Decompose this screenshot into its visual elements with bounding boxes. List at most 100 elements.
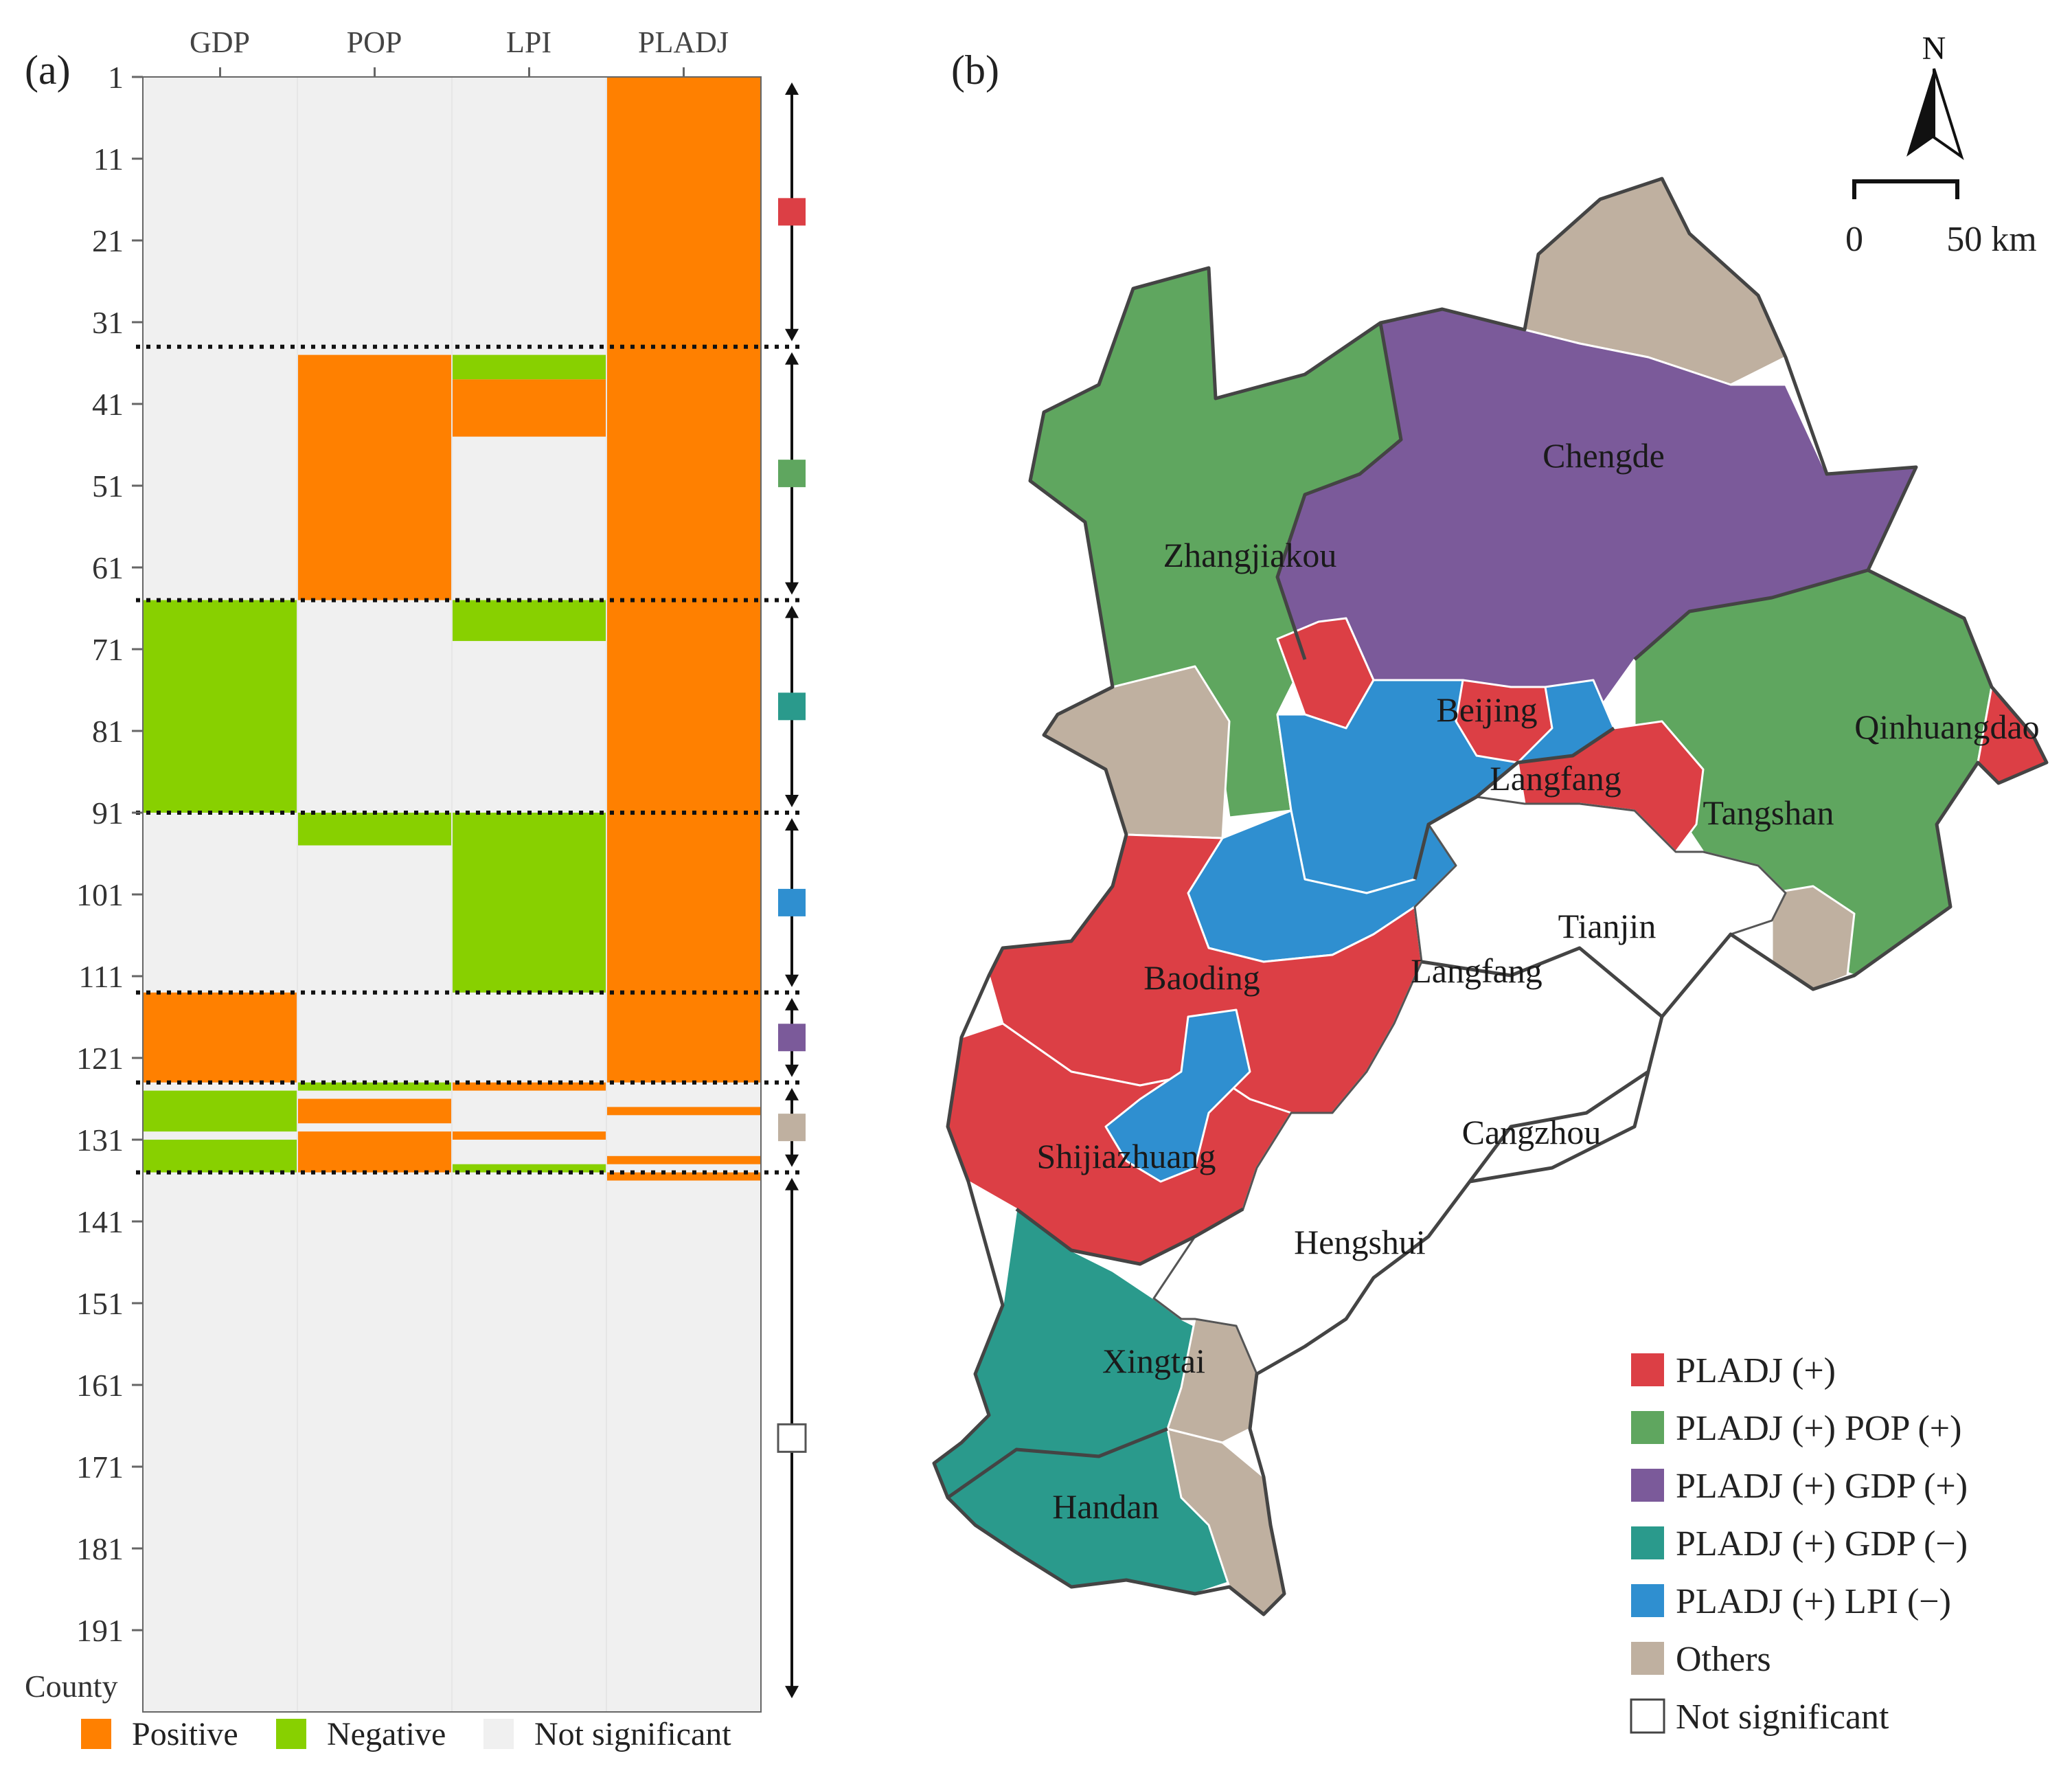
- row-tick-label: 71: [92, 632, 124, 667]
- row-tick-label: 151: [76, 1286, 124, 1321]
- group-arrow-up-icon: [785, 605, 799, 618]
- heatmap-cell-pladj: [606, 1172, 761, 1181]
- group-arrow-up-icon: [785, 997, 799, 1011]
- city-label-handan: Handan: [1052, 1487, 1159, 1526]
- map-legend-swatch-pladj-gdp-pos: [1631, 1469, 1664, 1502]
- legend-label-positive: Positive: [132, 1716, 238, 1752]
- city-label-langfang-south: Langfang: [1411, 951, 1542, 990]
- row-tick-label: 41: [92, 387, 124, 422]
- heatmap-cell-gdp: [143, 992, 297, 1083]
- city-label-langfang-north: Langfang: [1490, 759, 1621, 798]
- heatmap-cell-lpi: [452, 1082, 606, 1091]
- region-shijiazhuang-blue: [1104, 1008, 1251, 1183]
- column-label-pop: POP: [347, 25, 402, 59]
- map-legend-swatch-pladj: [1631, 1353, 1664, 1386]
- heatmap-legend: Positive Negative Not significant: [81, 1716, 731, 1752]
- group-arrow-down-icon: [785, 1154, 799, 1167]
- scale-bar: 0 50 km: [1845, 179, 2037, 259]
- heatmap-cell-pop: [297, 1082, 452, 1091]
- map-legend: PLADJ (+) PLADJ (+) POP (+) PLADJ (+) GD…: [1630, 1351, 1968, 1737]
- group-arrow-down-icon: [785, 328, 799, 341]
- map-legend-label-pladj: PLADJ (+): [1676, 1351, 1836, 1390]
- row-tick-label: 141: [76, 1204, 124, 1239]
- city-labels: Chengde Zhangjiakou Beijing Langfang Qin…: [1036, 436, 2039, 1526]
- y-axis-title: County: [25, 1669, 117, 1704]
- row-tick-label: 111: [78, 959, 124, 994]
- panel-a-heatmap: (a) GDP POP LPI PLADJ 111213141516171819…: [25, 25, 807, 1752]
- city-label-cangzhou: Cangzhou: [1462, 1113, 1602, 1151]
- map-legend-swatch-others: [1631, 1642, 1664, 1675]
- group-markers: [777, 82, 807, 1699]
- group-marker-white: [777, 1423, 807, 1453]
- group-arrow-down-icon: [785, 582, 799, 595]
- city-label-tangshan: Tangshan: [1703, 793, 1834, 832]
- group-marker-red: [778, 198, 806, 226]
- north-arrow-icon: N: [1906, 30, 1964, 161]
- map-legend-label-pladj-gdp-pos: PLADJ (+) GDP (+): [1676, 1467, 1968, 1506]
- heatmap-cell-lpi: [452, 600, 606, 642]
- row-ticks: 1112131415161718191101111121131141151161…: [76, 60, 143, 1648]
- legend-swatch-not-significant: [483, 1719, 514, 1749]
- column-label-pladj: PLADJ: [638, 25, 729, 59]
- panel-b-label: (b): [951, 47, 999, 93]
- group-arrow-up-icon: [785, 352, 799, 365]
- city-label-chengde: Chengde: [1542, 436, 1665, 475]
- group-arrow-up-icon: [785, 1087, 799, 1101]
- heatmap-cells: [143, 77, 761, 1181]
- map-legend-swatch-pladj-gdp-neg: [1631, 1526, 1664, 1559]
- city-label-beijing: Beijing: [1436, 690, 1537, 729]
- column-labels: GDP POP LPI PLADJ: [190, 25, 729, 59]
- row-tick-label: 121: [76, 1041, 124, 1076]
- group-arrow-up-icon: [785, 1177, 799, 1191]
- heatmap-cell-gdp: [143, 600, 297, 813]
- map-legend-label-others: Others: [1676, 1640, 1771, 1679]
- group-marker-blue: [778, 888, 806, 916]
- group-marker-tan: [778, 1114, 806, 1142]
- row-tick-label: 191: [76, 1613, 124, 1648]
- row-tick-label: 101: [76, 877, 124, 912]
- region-beijing-red: [1455, 679, 1553, 764]
- row-tick-label: 31: [92, 305, 124, 340]
- map-legend-label-pladj-pop: PLADJ (+) POP (+): [1676, 1409, 1961, 1448]
- heatmap-cell-gdp: [143, 1140, 297, 1173]
- legend-label-negative: Negative: [327, 1716, 446, 1752]
- heatmap-cell-pop: [297, 1098, 452, 1124]
- heatmap-cell-lpi: [452, 1131, 606, 1140]
- heatmap-cell-gdp: [143, 1090, 297, 1132]
- row-tick-label: 61: [92, 550, 124, 585]
- legend-label-not-significant: Not significant: [534, 1716, 731, 1752]
- group-marker-purple: [778, 1024, 806, 1052]
- row-tick-label: 171: [76, 1449, 124, 1485]
- row-tick-label: 81: [92, 714, 124, 749]
- legend-swatch-positive: [81, 1719, 111, 1749]
- city-label-tianjin: Tianjin: [1558, 907, 1657, 945]
- heatmap-cell-lpi: [452, 1164, 606, 1173]
- scale-fifty-km: 50 km: [1946, 220, 2036, 259]
- group-marker-green: [778, 460, 806, 488]
- heatmap-cell-lpi: [452, 354, 606, 380]
- row-tick-label: 51: [92, 469, 124, 504]
- map-legend-label-not-significant: Not significant: [1676, 1697, 1889, 1737]
- city-label-shijiazhuang: Shijiazhuang: [1036, 1137, 1216, 1175]
- heatmap-cell-lpi: [452, 379, 606, 437]
- heatmap-cell-pladj: [606, 1155, 761, 1164]
- column-label-gdp: GDP: [190, 25, 250, 59]
- map-regions: [933, 177, 2048, 1616]
- scale-zero: 0: [1845, 220, 1863, 259]
- group-arrow-down-icon: [785, 1686, 799, 1699]
- north-letter: N: [1922, 30, 1946, 67]
- map-legend-label-pladj-gdp-neg: PLADJ (+) GDP (−): [1676, 1524, 1968, 1564]
- heatmap-cell-pop: [297, 1131, 452, 1173]
- legend-swatch-negative: [276, 1719, 306, 1749]
- map-legend-label-pladj-lpi-neg: PLADJ (+) LPI (−): [1676, 1582, 1951, 1621]
- city-label-zhangjiakou: Zhangjiakou: [1163, 536, 1337, 574]
- city-label-baoding: Baoding: [1143, 958, 1260, 997]
- city-label-hengshui: Hengshui: [1294, 1223, 1426, 1261]
- column-label-lpi: LPI: [506, 25, 551, 59]
- group-arrow-up-icon: [785, 82, 799, 95]
- row-tick-label: 91: [92, 796, 124, 831]
- group-arrow-up-icon: [785, 818, 799, 831]
- map-legend-swatch-pladj-pop: [1631, 1411, 1664, 1444]
- heatmap-cell-pop: [297, 354, 452, 600]
